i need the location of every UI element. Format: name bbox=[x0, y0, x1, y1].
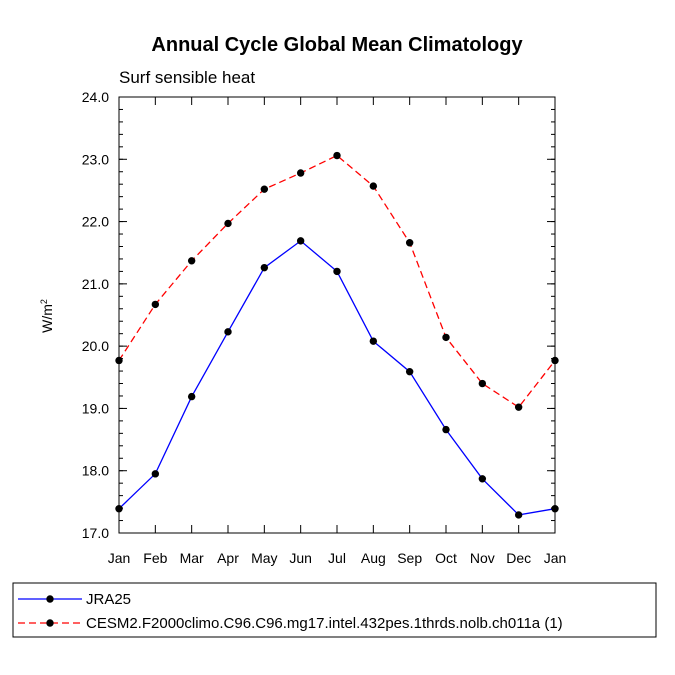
y-tick-label: 23.0 bbox=[82, 151, 109, 167]
data-point bbox=[151, 300, 160, 309]
data-point bbox=[333, 267, 341, 276]
series-line bbox=[118, 240, 556, 516]
data-point bbox=[260, 185, 269, 193]
x-tick-label: Jan bbox=[108, 550, 131, 566]
y-tick-label: 20.0 bbox=[82, 338, 109, 354]
data-point bbox=[369, 182, 378, 190]
x-tick-label: Mar bbox=[180, 550, 204, 566]
x-tick-label: Oct bbox=[435, 550, 457, 566]
data-point bbox=[551, 356, 559, 365]
data-point bbox=[442, 425, 450, 434]
data-point bbox=[478, 379, 487, 388]
legend: JRA25 CESM2.F2000climo.C96.C96.mg17.intel… bbox=[18, 591, 563, 632]
legend-label: CESM2.F2000climo.C96.C96.mg17.intel.432p… bbox=[86, 615, 563, 632]
legend-marker bbox=[46, 595, 54, 603]
legend-marker bbox=[46, 619, 54, 627]
data-point bbox=[405, 239, 414, 247]
y-tick-label: 18.0 bbox=[82, 463, 109, 479]
series-2 bbox=[115, 151, 559, 411]
data-point bbox=[442, 333, 450, 342]
x-tick-label: Jan bbox=[544, 550, 567, 566]
y-tick-label: 24.0 bbox=[82, 89, 109, 105]
series-line bbox=[118, 154, 556, 409]
data-point bbox=[551, 505, 559, 513]
y-tick-label: 19.0 bbox=[82, 400, 109, 416]
chart-title: Annual Cycle Global Mean Climatology bbox=[151, 34, 523, 56]
y-axis-label-superscript: 2 bbox=[39, 299, 49, 304]
x-tick-label: May bbox=[251, 550, 277, 566]
x-tick-label: Dec bbox=[506, 550, 531, 566]
data-point bbox=[514, 403, 523, 411]
y-tick-label: 17.0 bbox=[82, 525, 109, 541]
x-tick-label: Feb bbox=[143, 550, 167, 566]
x-tick-label: Apr bbox=[217, 550, 239, 566]
chart-subtitle: Surf sensible heat bbox=[119, 68, 255, 87]
data-point bbox=[405, 367, 414, 376]
data-point bbox=[187, 257, 196, 265]
data-point bbox=[224, 219, 232, 228]
data-point bbox=[187, 392, 196, 401]
data-point bbox=[333, 151, 341, 160]
legend-label: JRA25 bbox=[86, 591, 131, 608]
x-tick-label: Sep bbox=[397, 550, 422, 566]
x-tick-label: Jul bbox=[328, 550, 346, 566]
y-tick-label: 22.0 bbox=[82, 214, 109, 230]
y-tick-label: 21.0 bbox=[82, 276, 109, 292]
series-1 bbox=[115, 237, 559, 519]
x-tick-label: Aug bbox=[361, 550, 386, 566]
data-point bbox=[296, 237, 305, 245]
data-point bbox=[224, 328, 232, 336]
data-point bbox=[296, 169, 305, 177]
data-point bbox=[151, 470, 160, 478]
plot-frame bbox=[118, 96, 556, 534]
data-point bbox=[260, 263, 269, 272]
y-axis-label-units: W/m bbox=[39, 304, 55, 333]
y-axis-label: W/m2 bbox=[39, 299, 55, 333]
data-point bbox=[115, 356, 123, 365]
legend-box bbox=[12, 582, 657, 638]
data-point bbox=[115, 505, 123, 513]
data-point bbox=[369, 337, 378, 345]
series-layer bbox=[115, 151, 559, 519]
data-point bbox=[514, 511, 523, 519]
axis-ticks: Jan Feb Mar Apr May Jun Jul Aug Sep Oct Nov Dec Jan 1… bbox=[82, 89, 567, 566]
x-tick-label: Jun bbox=[289, 550, 312, 566]
data-point bbox=[478, 475, 487, 483]
x-tick-label: Nov bbox=[470, 550, 495, 566]
